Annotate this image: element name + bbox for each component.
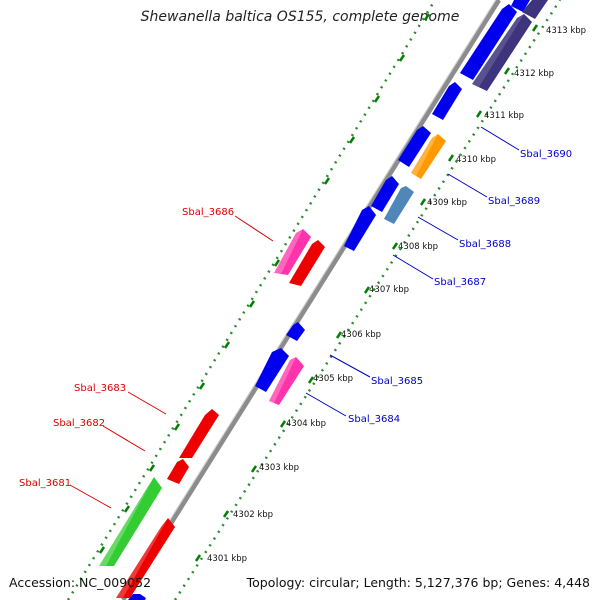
leader-line <box>234 215 274 242</box>
gene-sbal-3690[interactable] <box>432 82 462 120</box>
leader-line <box>392 254 434 280</box>
scale-tick <box>475 110 483 118</box>
outer-dash <box>373 95 381 103</box>
outer-dash <box>323 177 331 185</box>
gene-blue-top-b[interactable] <box>511 0 530 12</box>
kbp-label: 4313 kbp <box>546 26 586 36</box>
outer-dash <box>148 464 156 472</box>
gene-purple-top[interactable] <box>472 14 532 91</box>
label-sbal-3690[interactable]: Sbal_3690 <box>520 149 572 160</box>
accession-text: Accession: NC_009052 <box>9 575 152 590</box>
reverse-gene-labels: Sbal_3690 Sbal_3689 Sbal_3688 Sbal_3687 … <box>305 126 572 425</box>
kbp-label: 4309 kbp <box>427 198 467 208</box>
genome-summary-text: Topology: circular; Length: 5,127,376 bp… <box>246 575 590 590</box>
gene-sbal-3689[interactable] <box>411 134 446 179</box>
gene-sbal-3681[interactable] <box>116 518 175 598</box>
scale-ticks <box>194 24 539 562</box>
gene-shading <box>116 518 168 598</box>
kbp-label: 4301 kbp <box>207 554 247 564</box>
leader-line <box>305 392 347 417</box>
scale-tick <box>419 198 427 206</box>
reverse-strand-genes <box>128 0 548 600</box>
forward-gene-labels: Sbal_3686 Sbal_3683 Sbal_3682 Sbal_3681 <box>19 207 274 509</box>
outer-dash <box>248 300 256 308</box>
scale-tick <box>391 242 399 250</box>
forward-strand-genes <box>99 229 325 598</box>
leader-line <box>447 173 488 198</box>
outer-dash <box>98 546 106 554</box>
outer-dash <box>348 136 356 144</box>
leader-line <box>127 391 167 415</box>
label-sbal-3685[interactable]: Sbal_3685 <box>371 376 423 387</box>
gene-sbal-3682-b[interactable] <box>167 459 189 484</box>
gene-sbal-3687[interactable] <box>344 206 376 251</box>
gene-sbal-3686[interactable] <box>274 229 311 275</box>
gene-blue-top-a[interactable] <box>460 4 517 80</box>
kbp-label: 4305 kbp <box>313 374 353 384</box>
kbp-label: 4304 kbp <box>286 419 326 429</box>
outer-dash <box>123 505 131 513</box>
kbp-label: 4307 kbp <box>369 285 409 295</box>
scale-tick <box>194 554 202 562</box>
label-sbal-3688[interactable]: Sbal_3688 <box>459 239 511 250</box>
label-sbal-3684[interactable]: Sbal_3684 <box>348 414 400 425</box>
leader-line <box>102 425 146 452</box>
gene-sbal-3686-b[interactable] <box>289 240 325 286</box>
kbp-label: 4306 kbp <box>341 330 381 340</box>
kbp-label: 4308 kbp <box>398 242 438 252</box>
outer-dash <box>198 382 206 390</box>
gene-blue-bottom[interactable] <box>128 594 146 600</box>
map-title: Shewanella baltica OS155, complete genom… <box>140 9 460 25</box>
label-sbal-3687[interactable]: Sbal_3687 <box>434 277 486 288</box>
gene-sbal-3684[interactable] <box>269 357 304 405</box>
scale-tick <box>307 376 315 384</box>
scale-tick <box>222 510 230 518</box>
gene-sbal-3684-b[interactable] <box>255 348 289 392</box>
kbp-label: 4303 kbp <box>259 463 299 473</box>
gene-shading <box>269 357 296 403</box>
gene-shading <box>472 14 524 87</box>
gene-sbal-3685[interactable] <box>286 322 305 341</box>
leader-line <box>417 216 459 241</box>
gene-purple-top-b[interactable] <box>522 0 548 19</box>
kbp-label: 4302 kbp <box>233 510 273 520</box>
scale-tick <box>279 420 287 428</box>
scale-tick <box>335 331 343 339</box>
outer-dash <box>223 341 231 349</box>
scale-tick <box>447 154 455 162</box>
scale-tick <box>250 465 258 473</box>
kbp-label: 4312 kbp <box>514 69 554 79</box>
outer-dash <box>423 13 431 21</box>
leader-line <box>69 484 112 509</box>
outer-dash <box>398 54 406 62</box>
gene-sbal-3682[interactable] <box>99 477 162 566</box>
backbone-highlight <box>120 0 497 599</box>
leader-line <box>329 354 371 378</box>
gene-sbal-3688-a[interactable] <box>371 176 399 212</box>
outer-dash <box>173 423 181 431</box>
gene-sbal-3689-a[interactable] <box>398 126 431 167</box>
label-sbal-3689[interactable]: Sbal_3689 <box>488 196 540 207</box>
kbp-label: 4310 kbp <box>456 155 496 165</box>
outer-dash <box>273 259 281 267</box>
label-sbal-3683[interactable]: Sbal_3683 <box>74 383 126 394</box>
leader-line <box>480 126 520 151</box>
label-sbal-3681[interactable]: Sbal_3681 <box>19 478 71 489</box>
gene-shading <box>411 134 438 176</box>
gene-sbal-3688[interactable] <box>384 186 414 224</box>
kbp-label: 4311 kbp <box>484 111 524 121</box>
scale-tick <box>363 286 371 294</box>
gene-shading <box>274 229 303 274</box>
scale-tick <box>503 67 511 75</box>
gene-sbal-3683[interactable] <box>179 409 219 458</box>
gene-shading <box>99 477 154 566</box>
outer-ring-dashes <box>98 13 431 554</box>
label-sbal-3686[interactable]: Sbal_3686 <box>182 207 234 218</box>
label-sbal-3682[interactable]: Sbal_3682 <box>53 418 105 429</box>
scale-tick <box>531 24 539 32</box>
genome-backbone <box>121 0 501 600</box>
